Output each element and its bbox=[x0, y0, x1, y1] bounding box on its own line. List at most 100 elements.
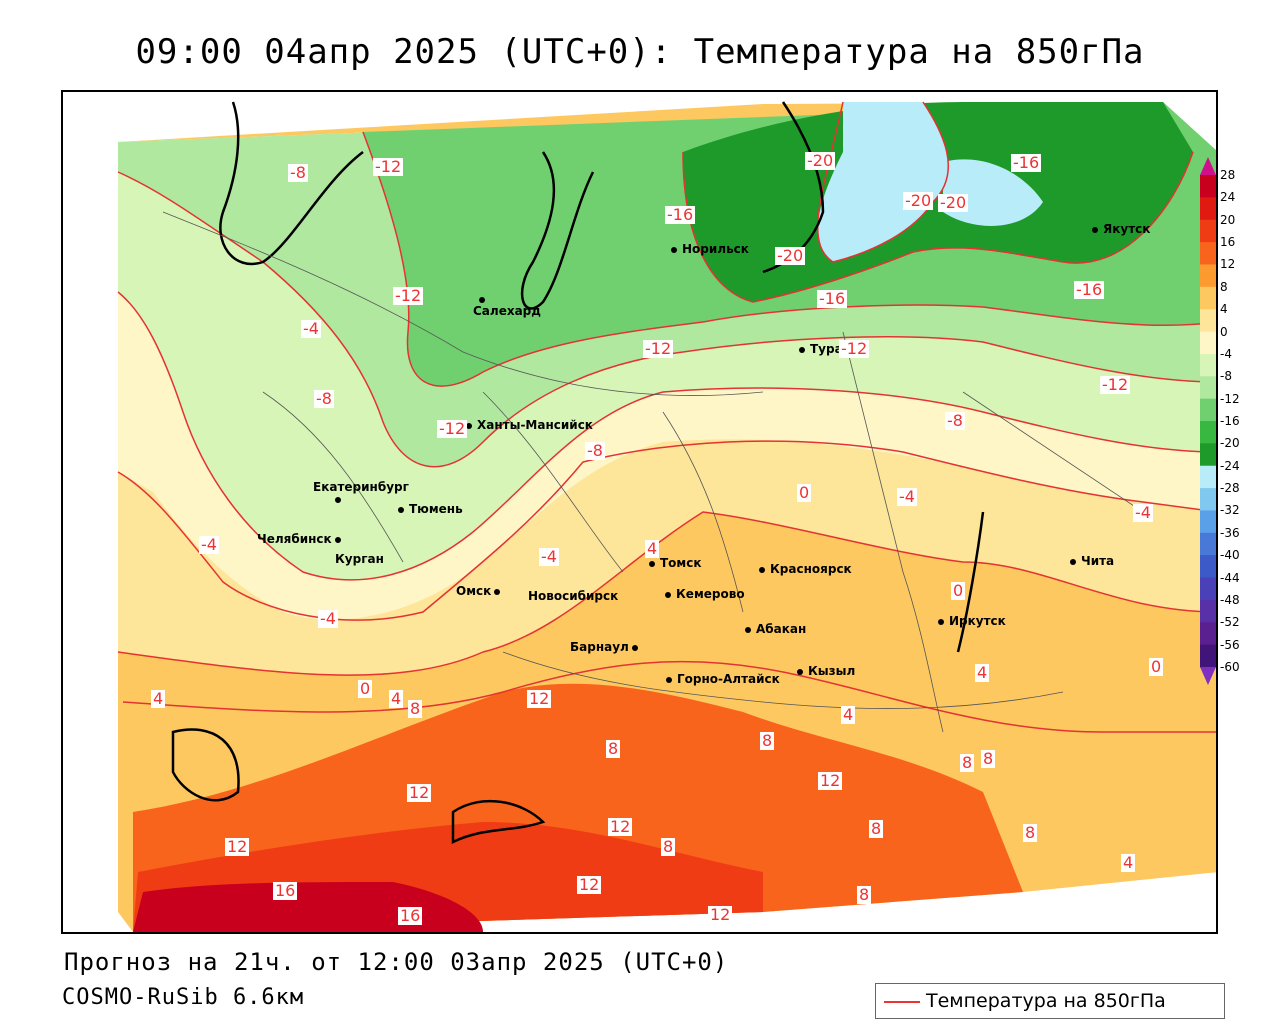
city-chita: Чита bbox=[1070, 554, 1114, 568]
contour-label: 0 bbox=[358, 679, 373, 698]
color-scale-segment bbox=[1200, 331, 1216, 355]
color-scale-segment bbox=[1200, 286, 1216, 310]
city-omsk: Омск bbox=[456, 584, 505, 598]
color-scale-tick-label: 0 bbox=[1220, 324, 1228, 339]
contour-label: 0 bbox=[797, 483, 812, 502]
city-khanty-mansiysk: Ханты-Мансийск bbox=[466, 418, 593, 432]
city-novosibirsk: Новосибирск bbox=[528, 589, 619, 603]
contour-label: 8 bbox=[661, 837, 676, 856]
city-yakutsk: Якутск bbox=[1092, 222, 1150, 236]
contour-label: -12 bbox=[839, 339, 870, 358]
city-tomsk: Томск bbox=[649, 556, 702, 570]
contour-label: -4 bbox=[897, 487, 917, 506]
city-gorno-altaysk: Горно-Алтайск bbox=[666, 672, 780, 686]
contour-label: 8 bbox=[408, 699, 423, 718]
city-tura: Тура bbox=[799, 342, 843, 356]
contour-label: 0 bbox=[951, 581, 966, 600]
color-scale-segment bbox=[1200, 644, 1216, 668]
contour-label: 16 bbox=[273, 881, 298, 900]
legend: Температура на 850гПа bbox=[875, 983, 1225, 1019]
city-kurgan: Курган bbox=[335, 552, 384, 566]
contour-label: 8 bbox=[857, 885, 872, 904]
color-scale-tick-label: -20 bbox=[1220, 436, 1240, 451]
contour-label: 8 bbox=[981, 749, 996, 768]
contour-label: -16 bbox=[665, 205, 696, 224]
city-krasnoyarsk: Красноярск bbox=[759, 562, 852, 576]
city-barnaul: Барнаул bbox=[570, 640, 643, 654]
color-scale-tick-label: -40 bbox=[1220, 548, 1240, 563]
contour-label: 4 bbox=[975, 663, 990, 682]
color-scale-tick-label: 16 bbox=[1220, 235, 1236, 250]
city-abakan: Абакан bbox=[745, 622, 806, 636]
color-scale-segment bbox=[1200, 488, 1216, 511]
contour-label: 4 bbox=[151, 689, 166, 708]
color-scale-tick-label: -60 bbox=[1220, 660, 1240, 674]
color-scale-segment bbox=[1200, 353, 1216, 377]
color-scale-segment bbox=[1200, 532, 1216, 556]
color-scale-segment bbox=[1200, 175, 1216, 198]
city-kemerovo: Кемерово bbox=[665, 587, 745, 601]
color-scale-segment bbox=[1200, 599, 1216, 623]
color-scale-segment bbox=[1200, 242, 1216, 265]
contour-label: -12 bbox=[643, 339, 674, 358]
color-scale-bar bbox=[1200, 157, 1216, 685]
city-norilsk: Норильск bbox=[671, 242, 749, 256]
contour-label: -4 bbox=[301, 319, 321, 338]
color-scale-tick-label: -44 bbox=[1220, 570, 1240, 585]
color-scale-tick-label: -32 bbox=[1220, 503, 1240, 518]
color-scale-segment bbox=[1200, 465, 1216, 489]
color-scale-tick-label: 8 bbox=[1220, 279, 1228, 294]
contour-label: 8 bbox=[1023, 823, 1038, 842]
contour-label: -4 bbox=[1133, 503, 1153, 522]
color-scale-segment bbox=[1200, 376, 1216, 400]
contour-label: 12 bbox=[225, 837, 250, 856]
map-title: 09:00 04апр 2025 (UTC+0): Температура на… bbox=[135, 32, 1145, 72]
contour-label: -8 bbox=[288, 163, 308, 182]
color-scale-segment bbox=[1200, 510, 1216, 534]
contour-label: -12 bbox=[373, 157, 404, 176]
temperature-field bbox=[117, 101, 1216, 932]
color-scale-segment bbox=[1200, 443, 1216, 467]
contour-label: 12 bbox=[527, 689, 552, 708]
color-scale-tick-label: 24 bbox=[1220, 190, 1236, 205]
city-ekaterinburg bbox=[335, 492, 346, 506]
city-salekhard bbox=[479, 292, 490, 306]
color-scale-tick-label: -8 bbox=[1220, 369, 1232, 384]
contour-label: -16 bbox=[1011, 153, 1042, 172]
contour-label: 4 bbox=[645, 539, 660, 558]
contour-label: 12 bbox=[407, 783, 432, 802]
legend-label: Температура на 850гПа bbox=[926, 990, 1166, 1012]
contour-label: 12 bbox=[708, 905, 733, 924]
contour-label: -20 bbox=[775, 246, 806, 265]
contour-label: -20 bbox=[938, 193, 969, 212]
contour-label: 12 bbox=[818, 771, 843, 790]
contour-label: 4 bbox=[1121, 853, 1136, 872]
contour-label: 8 bbox=[606, 739, 621, 758]
color-scale-segment bbox=[1200, 577, 1216, 601]
forecast-info: Прогноз на 21ч. от 12:00 03апр 2025 (UTC… bbox=[64, 948, 729, 976]
color-scale-tick-label: -56 bbox=[1220, 637, 1240, 652]
contour-label: 12 bbox=[608, 817, 633, 836]
contour-label: -16 bbox=[817, 289, 848, 308]
contour-label: -4 bbox=[199, 535, 219, 554]
contour-label: 8 bbox=[960, 753, 975, 772]
contour-label: -12 bbox=[437, 419, 468, 438]
contour-label: -8 bbox=[945, 411, 965, 430]
color-scale-tick-label: -12 bbox=[1220, 391, 1240, 406]
color-scale-tick-label: -4 bbox=[1220, 346, 1232, 361]
model-name: COSMO-RuSib 6.6км bbox=[62, 985, 305, 1010]
temperature-map: Норильск Якутск Салехард Тура Ханты-Манс… bbox=[61, 90, 1218, 934]
color-scale-segment bbox=[1200, 219, 1216, 243]
city-salekhard-label: Салехард bbox=[473, 304, 541, 318]
color-scale-tick-label: 12 bbox=[1220, 257, 1236, 272]
contour-label: -16 bbox=[1074, 280, 1105, 299]
color-scale-tick-label: -16 bbox=[1220, 414, 1240, 428]
city-irkutsk: Иркутск bbox=[938, 614, 1006, 628]
city-kyzyl: Кызыл bbox=[797, 664, 855, 678]
city-chelyabinsk: Челябинск bbox=[257, 532, 346, 546]
color-scale-tick-label: 20 bbox=[1220, 212, 1236, 227]
contour-label: 4 bbox=[389, 689, 404, 708]
color-scale-tick-label: 4 bbox=[1220, 302, 1228, 317]
contour-label: 12 bbox=[577, 875, 602, 894]
contour-label: 4 bbox=[841, 705, 856, 724]
